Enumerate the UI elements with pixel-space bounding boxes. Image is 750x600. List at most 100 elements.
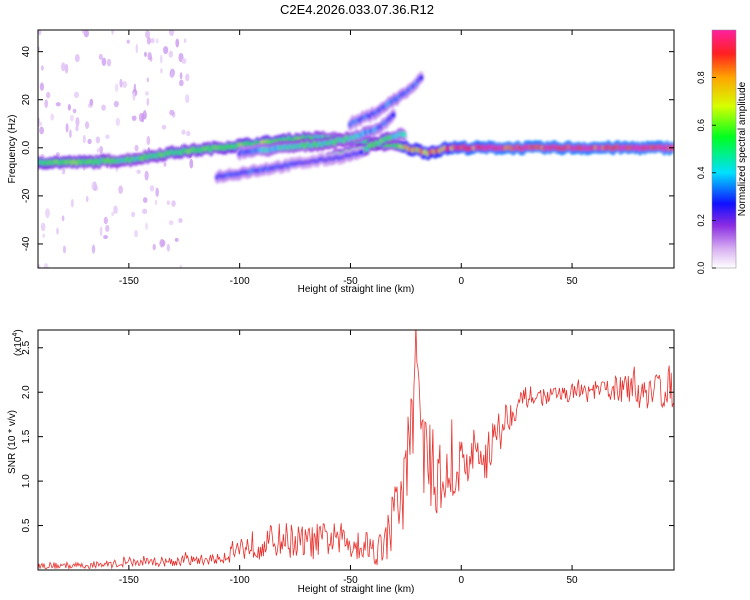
colorbar-tick-label: 0.4: [696, 167, 706, 180]
spectrogram-speckle: [119, 78, 123, 88]
spectrogram-speckle: [41, 65, 44, 71]
spectrogram-speckle: [146, 97, 150, 106]
spectrogram-speckle: [73, 91, 80, 99]
colorbar-tick-label: 0.6: [696, 119, 706, 132]
spectrogram-cell: [391, 111, 396, 118]
spectrogram-speckle: [69, 129, 72, 138]
spectrogram-speckle: [132, 91, 136, 101]
y-tick-label: 0.5: [21, 518, 32, 532]
x-tick-label: 50: [567, 575, 579, 586]
spectrogram-speckle: [44, 99, 48, 108]
spectrogram-speckle: [40, 222, 46, 232]
spectrogram-y-label: Frequency (Hz): [7, 115, 18, 184]
spectrogram-speckle: [147, 52, 152, 61]
spectrogram-image: [38, 30, 674, 268]
y-tick-label: 1.0: [21, 474, 32, 488]
spectrogram-speckle: [174, 237, 179, 242]
spectrogram-speckle: [178, 79, 184, 87]
spectrogram-speckle: [55, 152, 60, 157]
snr-panel: -150 -100 -50 0 50 0.5 1.0 1.5 2.0 2.5 Height of…: [7, 329, 675, 595]
spectrogram-speckle: [141, 112, 145, 123]
x-tick-label: 0: [458, 276, 464, 287]
spectrogram-speckle: [61, 215, 65, 222]
spectrogram-speckle: [159, 54, 163, 64]
colorbar-gradient: [711, 29, 737, 269]
spectrogram-frame: [37, 29, 675, 269]
spectrogram-speckle: [131, 211, 136, 218]
spectrogram-speckle: [134, 144, 139, 152]
y-tick-label: 0.0: [21, 140, 32, 154]
spectrogram-speckle: [179, 72, 183, 80]
snr-frame: [37, 329, 675, 571]
snr-x-label: Height of straight line (km): [298, 584, 415, 595]
spectrogram-x-axis: -150 -100 -50 0 50: [119, 30, 578, 287]
spectrogram-speckle: [65, 123, 69, 133]
spectrogram-speckle: [111, 211, 114, 217]
snr-y-label: SNR (10 * v/v): [7, 410, 18, 474]
snr-series-line: [38, 330, 674, 570]
snr-y-axis: 0.5 1.0 1.5 2.0 2.5: [21, 340, 674, 533]
y-tick-label: -40: [21, 236, 32, 251]
spectrogram-cell: [418, 74, 424, 81]
colorbar-tick-label: 0.2: [696, 214, 706, 227]
spectrogram-speckle: [67, 104, 71, 111]
spectrogram-speckle: [64, 63, 69, 74]
x-tick-label: -50: [343, 575, 358, 586]
spectrogram-speckle: [43, 263, 49, 268]
spectrogram-speckle: [38, 121, 43, 127]
spectrogram-speckle: [61, 62, 66, 72]
spectrogram-cell: [359, 149, 364, 156]
spectrogram-speckle: [83, 30, 90, 38]
spectrogram-speckle: [98, 53, 103, 60]
spectrogram-speckle: [185, 73, 190, 82]
spectrogram-speckle: [87, 138, 92, 145]
spectrogram-speckle: [155, 38, 159, 44]
spectrogram-speckle: [145, 30, 151, 39]
y-tick-label: 2.5: [21, 340, 32, 354]
x-tick-label: 50: [567, 276, 579, 287]
spectrogram-speckle: [70, 198, 74, 208]
colorbar-label: Normalized spectral amplitude: [737, 81, 748, 216]
colorbar-ticks: 0.0 0.2 0.4 0.6 0.8: [696, 71, 716, 274]
spectrogram-speckle: [169, 109, 175, 116]
spectrogram-speckle: [114, 83, 119, 93]
spectrogram-upper-arc: [347, 71, 425, 132]
spectrogram-speckle: [42, 233, 46, 238]
spectrogram-speckle: [146, 36, 151, 45]
spectrogram-speckle: [101, 57, 107, 67]
spectrogram-speckle: [154, 199, 158, 206]
colorbar-tick-label: 0.0: [696, 262, 706, 275]
spectrogram-speckle: [39, 82, 45, 91]
spectrogram-speckle: [166, 200, 170, 206]
colorbar-tick-label: 0.8: [696, 71, 706, 84]
spectrogram-speckle: [166, 243, 171, 252]
spectrogram-x-label: Height of straight line (km): [298, 284, 415, 295]
spectrogram-speckle: [75, 117, 80, 127]
spectrogram-speckle: [145, 222, 148, 231]
spectrogram-speckle: [142, 208, 148, 215]
spectrogram-speckle: [62, 168, 66, 175]
spectrogram-speckle: [168, 220, 174, 226]
spectrogram-speckle: [106, 58, 112, 67]
y-tick-label: -20: [21, 188, 32, 203]
spectrogram-speckle: [183, 38, 187, 43]
spectrogram-speckle: [89, 98, 94, 106]
spectrogram-speckle: [160, 68, 163, 74]
snr-exponent-label: (x104): [12, 329, 24, 356]
spectrogram-speckle: [133, 83, 137, 93]
x-tick-label: -100: [230, 575, 250, 586]
spectrogram-speckle: [150, 38, 155, 44]
spectrogram-speckle: [155, 187, 159, 197]
spectrogram-speckle: [144, 51, 147, 57]
spectrogram-panel: -150 -100 -50 0 50 -40 -20 0.0 20 40 Height of s…: [7, 29, 675, 295]
spectrogram-speckle: [186, 130, 191, 137]
spectrogram-speckle: [85, 121, 90, 130]
spectrogram-speckle: [178, 218, 183, 223]
spectrogram-speckle: [111, 30, 114, 35]
spectrogram-speckle: [160, 239, 166, 247]
spectrogram-speckle: [72, 108, 77, 114]
x-tick-label: -100: [230, 276, 250, 287]
spectrogram-speckle: [105, 134, 110, 140]
figure-title: C2E4.2026.033.07.36.R12: [280, 2, 434, 17]
spectrogram-speckle: [136, 169, 141, 174]
